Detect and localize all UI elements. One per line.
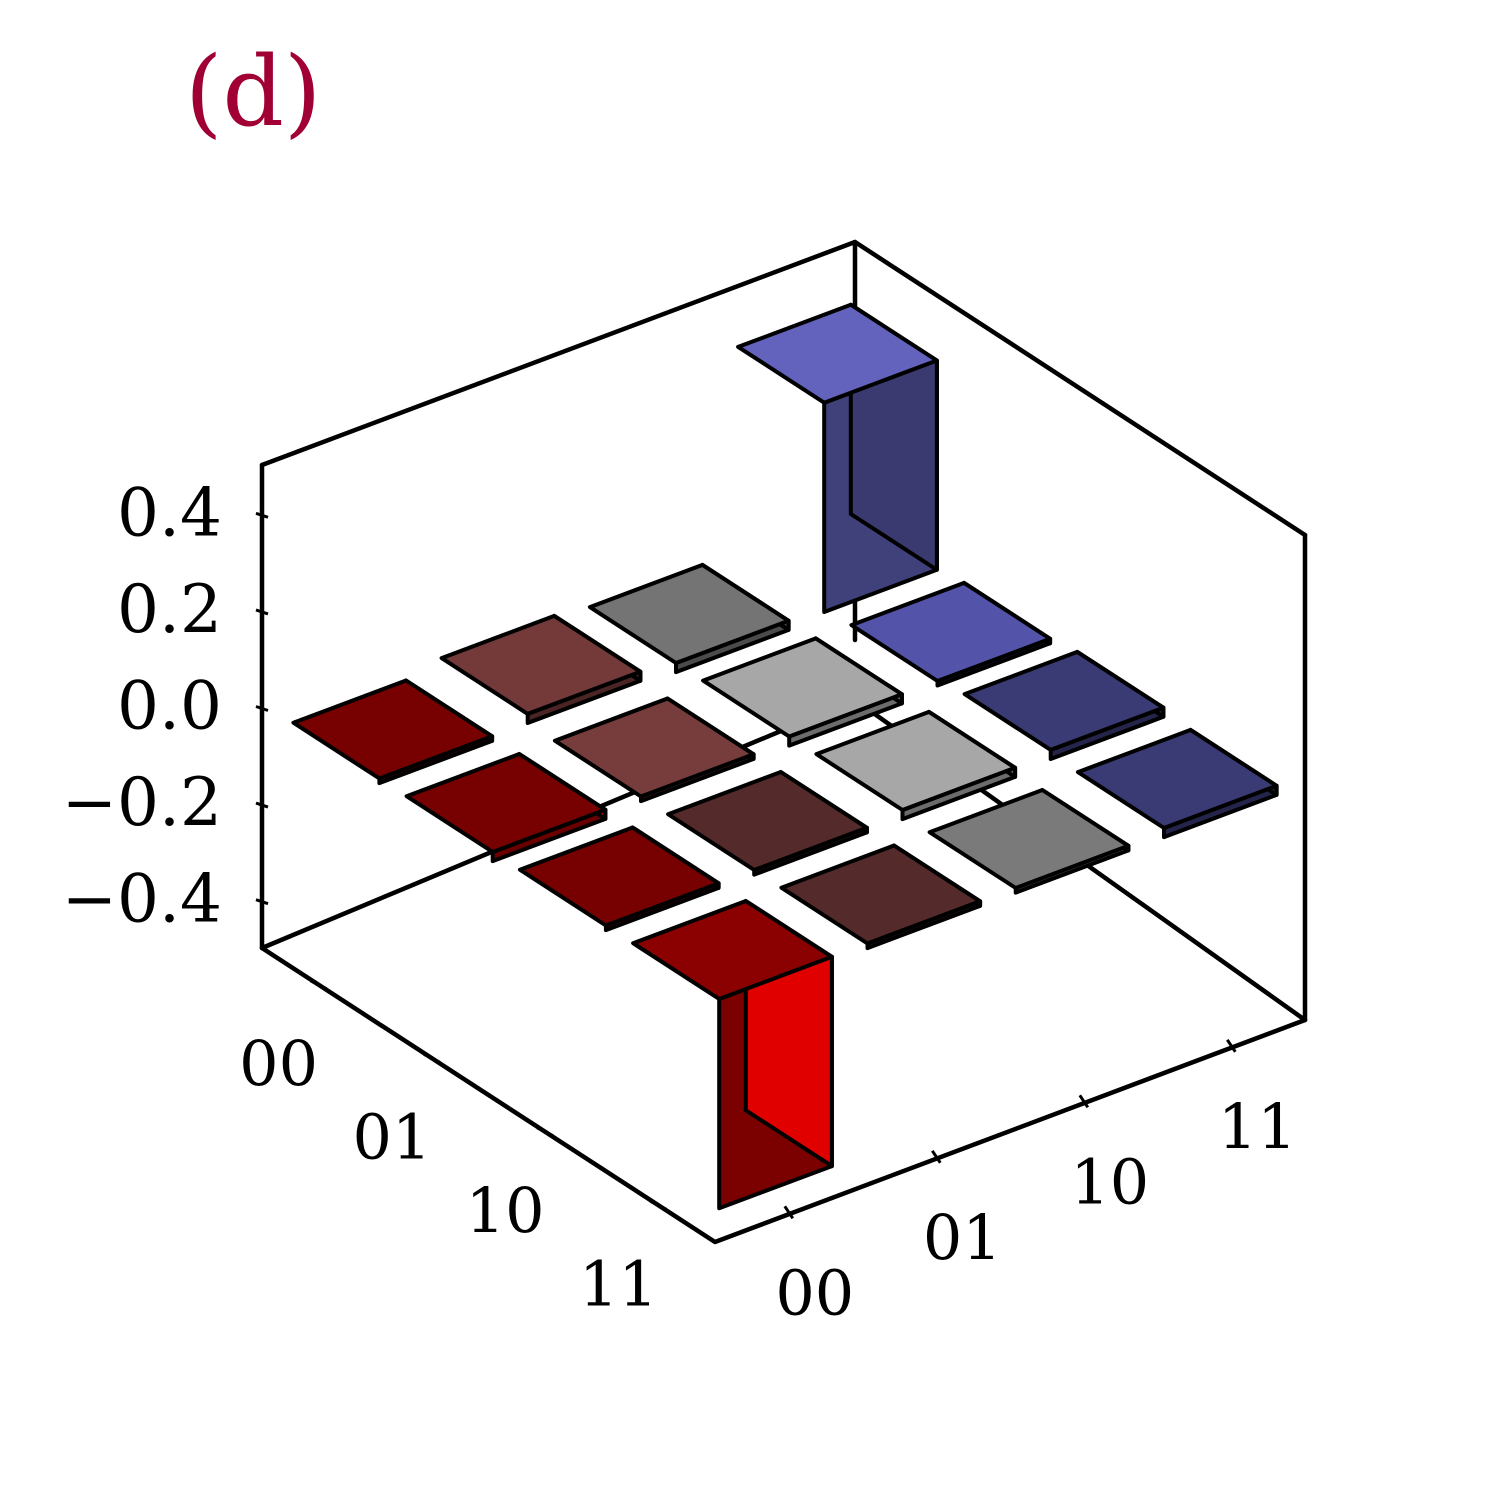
row-tick-label: 11 [579,1247,658,1320]
col-tick-label: 10 [1070,1145,1149,1218]
bar-00-11 [736,302,939,614]
z-axis-ticks: 0.4 0.2 0.0 −0.2 −0.4 [62,474,269,938]
row-axis-ticks: 00 01 10 11 [239,979,668,1320]
col-axis-ticks: 00 01 10 11 [775,1038,1297,1329]
z-tick-mark [255,608,269,616]
panel-label: (d) [185,36,321,148]
bar-10-10 [814,709,1018,822]
row-tick-mark [423,1052,441,1064]
bar-11-01 [779,843,983,951]
bar-01-00 [404,752,608,864]
col-tick-mark [1078,1094,1090,1109]
bar-01-10 [701,636,904,748]
bar-01-11 [849,580,1053,688]
z-tick-mark [255,898,269,906]
z-tick-label: 0.4 [117,474,222,551]
col-tick-mark [1226,1038,1237,1053]
bar-10-00 [517,825,721,933]
bar-00-01 [439,613,643,725]
col-tick-label: 00 [775,1256,854,1329]
col-tick-mark [783,1205,795,1220]
bar-10-11 [962,649,1166,761]
bar-10-01 [666,770,869,877]
row-tick-label: 10 [466,1174,545,1247]
bar-11-10 [927,788,1131,895]
bars-layer [291,302,1279,1211]
z-tick-label: 0.0 [117,668,222,745]
z-tick-mark [255,511,269,519]
row-tick-mark [309,979,328,991]
col-tick-mark [931,1149,942,1164]
bar-00-10 [587,562,791,675]
z-tick-label: −0.2 [62,764,222,841]
bar-01-01 [552,696,756,804]
axes-front-frame [259,945,1308,1245]
row-tick-mark [536,1126,554,1138]
row-tick-label: 01 [352,1100,431,1173]
z-tick-mark [255,705,269,712]
col-tick-label: 11 [1218,1090,1297,1163]
z-tick-label: 0.2 [117,571,222,648]
z-tick-label: −0.4 [62,861,222,938]
row-tick-label: 00 [239,1027,318,1100]
col-tick-label: 01 [923,1201,1002,1274]
z-tick-mark [255,801,269,809]
bar-11-00 [631,899,834,1211]
bar-11-11 [1075,727,1279,840]
row-tick-mark [649,1199,668,1211]
bar-00-00 [291,678,495,786]
